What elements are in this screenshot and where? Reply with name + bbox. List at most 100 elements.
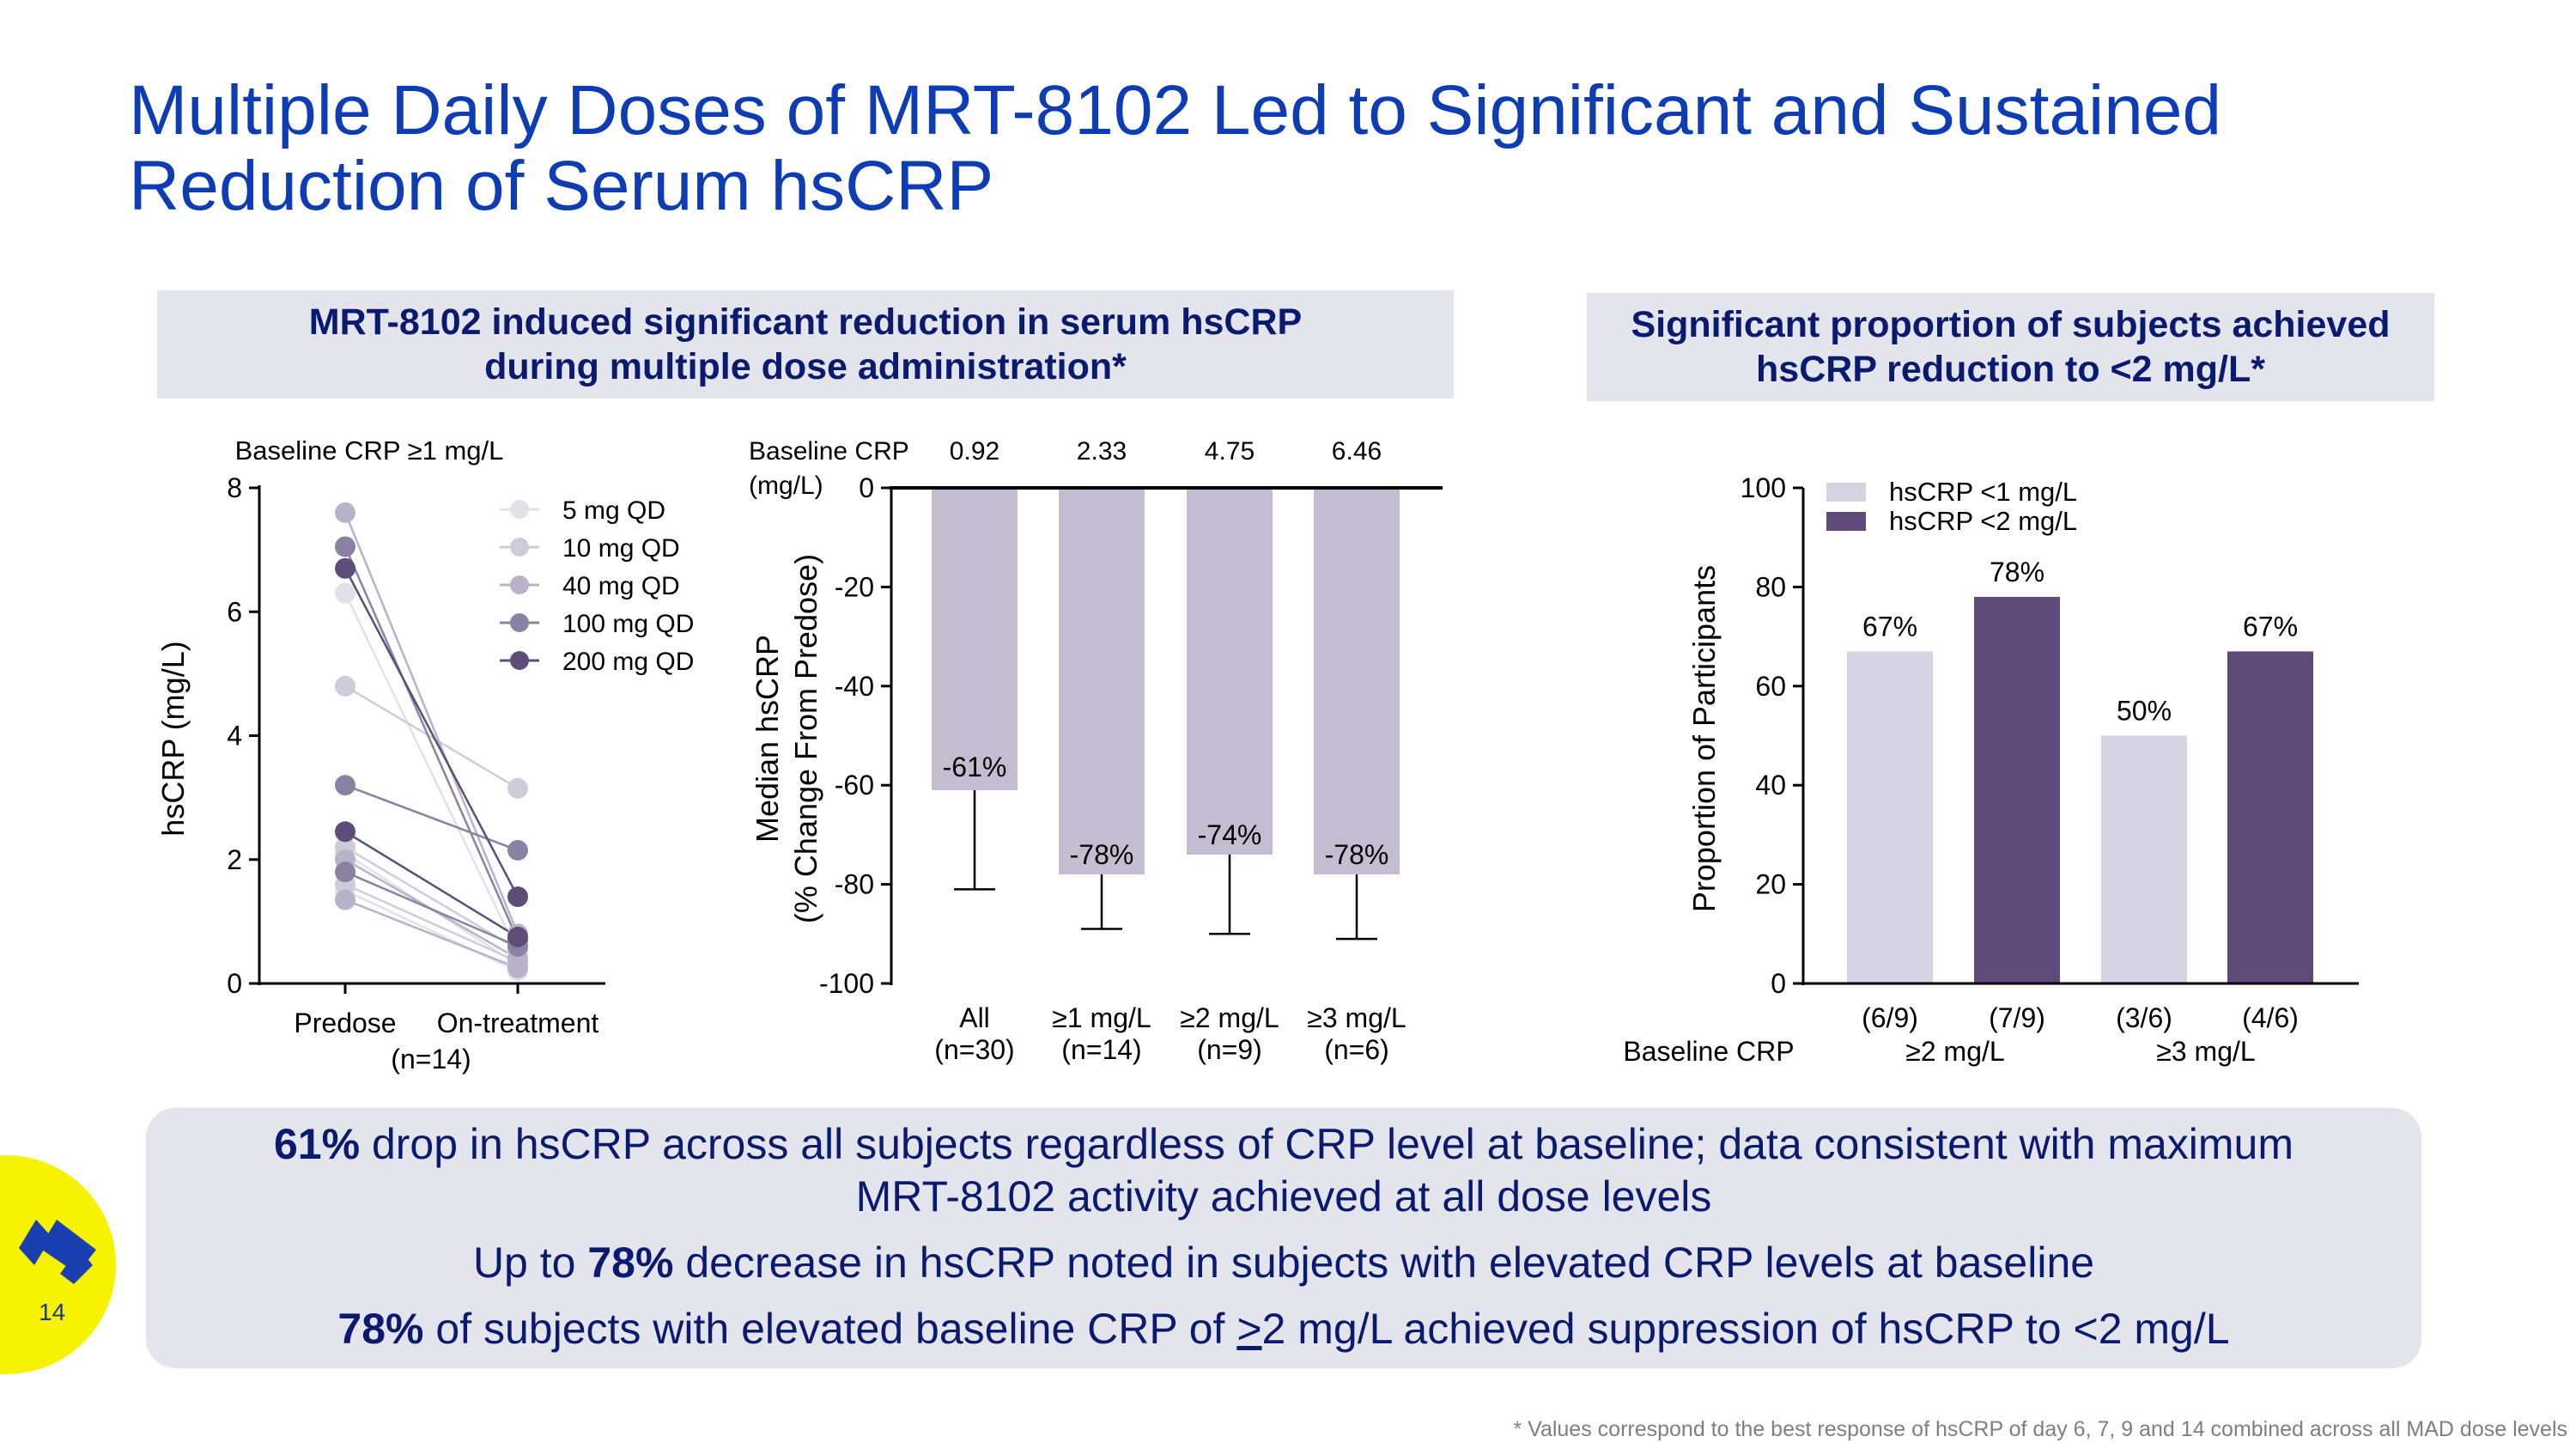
chart1-legend-marker	[510, 575, 529, 594]
chart1-point-predose	[335, 775, 355, 796]
right-header-line2: hsCRP reduction to <2 mg/L*	[1756, 349, 2265, 390]
chart1-pair-line	[344, 871, 519, 947]
logo-mark-shape	[60, 1248, 93, 1284]
chart1-y-tick-label: 4	[227, 721, 242, 752]
chart2-category-n: (n=9)	[1197, 1034, 1262, 1065]
chart3-legend-swatch	[1826, 483, 1866, 502]
chart2-value-label: -74%	[1198, 819, 1262, 850]
chart2-baseline-label-line1: Baseline CRP	[749, 437, 909, 466]
chart1-points	[335, 502, 528, 982]
chart1-point-predose	[335, 502, 355, 523]
chart1-point-on-treatment	[507, 777, 528, 799]
chart3-value-label: 50%	[2117, 696, 2172, 727]
summary-line4-text: 2 mg/L achieved suppression of hsCRP to …	[1261, 1305, 2230, 1353]
chart2-category-label: ≥2 mg/L	[1180, 1002, 1279, 1033]
chart1-legend-marker	[510, 651, 529, 670]
chart1-legend-marker	[510, 613, 529, 632]
chart1-point-on-treatment	[507, 839, 528, 861]
charts-canvas: Baseline CRP ≥1 mg/L hsCRP (mg/L) 02468 …	[155, 435, 2359, 1075]
chart2-y-axis-label-line2: (% Change From Predose)	[788, 554, 823, 923]
logo-badge	[0, 1155, 116, 1374]
chart1-pair-line	[343, 546, 519, 941]
chart1-legend-label: 200 mg QD	[562, 648, 694, 676]
chart2-bar	[1059, 488, 1145, 875]
chart2-category-n: (n=30)	[934, 1034, 1014, 1065]
chart3-y-tick-label: 100	[1741, 472, 1786, 503]
chart2-value-label: -78%	[1325, 839, 1389, 870]
logo-mark-shape	[19, 1220, 52, 1265]
chart3-y-tick-label: 60	[1755, 671, 1786, 702]
chart1-point-predose	[335, 889, 355, 910]
right-section-header: Significant proportion of subjects achie…	[1587, 293, 2434, 401]
chart3-bars: 67% (6/9) 78% (7/9) 50% (3/6) 67% (4/6)	[1847, 557, 2313, 1033]
chart3-count-label: (6/9)	[1862, 1002, 1918, 1033]
chart1-point-on-treatment	[507, 957, 528, 978]
chart1-y-tick-label: 8	[227, 472, 242, 503]
chart1-pair-line	[344, 883, 519, 963]
chart2-bars: -61% 0.92 All(n=30) -78% 2.33 ≥1 mg/L(n=14) -7…	[932, 437, 1406, 1065]
page-number: 14	[39, 1299, 66, 1325]
chart3-y-ticks: 0 20 40 60 80 100	[1741, 472, 1803, 999]
summary-line4-bold: 78%	[337, 1305, 424, 1353]
chart2-category-n: (n=6)	[1324, 1034, 1389, 1065]
chart3-legend-swatch	[1826, 512, 1866, 531]
left-header-line2: during multiple dose administration*	[484, 346, 1127, 387]
chart1-pair-line	[344, 685, 519, 789]
chart3-count-label: (3/6)	[2116, 1002, 2172, 1033]
company-logo-icon	[19, 1220, 96, 1284]
chart2-baseline-label-line2: (mg/L)	[749, 472, 823, 500]
chart2-baseline-value: 0.92	[950, 437, 999, 466]
chart1-pair-line	[344, 889, 519, 972]
summary-line4-pre: of subjects with elevated baseline CRP o…	[423, 1305, 1237, 1353]
chart2-bar	[1314, 488, 1400, 875]
chart3-y-tick-label: 0	[1771, 968, 1786, 999]
chart3-legend-label: hsCRP <1 mg/L	[1889, 477, 2077, 507]
chart3-y-tick-label: 80	[1755, 571, 1786, 602]
chart3-value-label: 67%	[2243, 611, 2298, 642]
chart1-point-predose	[335, 861, 355, 883]
percent-change-bar-chart: Baseline CRP (mg/L) Median hsCRP (% Chan…	[749, 437, 1443, 1065]
summary-line3-text: decrease in hsCRP noted in subjects with…	[673, 1239, 2095, 1287]
chart2-y-axis-label-line1: Median hsCRP	[750, 635, 785, 843]
summary-line1: 61% drop in hsCRP across all subjects re…	[146, 1118, 2421, 1171]
chart1-pair-line	[343, 512, 519, 935]
chart3-value-label: 67%	[1862, 611, 1917, 642]
chart2-y-ticks: 0 -20 -40 -60 -80 -100	[819, 472, 891, 999]
chart1-y-tick-label: 2	[227, 844, 242, 875]
chart1-legend-marker	[510, 500, 529, 519]
chart2-y-tick-label: -20	[835, 571, 874, 602]
chart1-point-predose	[335, 821, 355, 843]
chart3-bar	[1974, 596, 2060, 983]
chart3-bar	[2227, 651, 2313, 983]
chart1-y-axis-label: hsCRP (mg/L)	[155, 641, 191, 836]
chart3-bar	[1847, 651, 1933, 983]
right-header-line1: Significant proportion of subjects achie…	[1631, 304, 2391, 345]
chart1-point-on-treatment	[507, 926, 528, 947]
chart1-legend-label: 40 mg QD	[562, 572, 680, 600]
chart2-y-tick-label: -40	[835, 671, 874, 702]
proportion-bar-chart: Proportion of Participants 020406080100 …	[1623, 472, 2359, 1067]
chart3-legend-label: hsCRP <2 mg/L	[1889, 506, 2077, 536]
chart2-y-tick-label: 0	[859, 472, 874, 503]
chart2-category-label: All	[959, 1002, 990, 1033]
chart3-count-label: (4/6)	[2242, 1002, 2299, 1033]
chart1-point-on-treatment	[507, 886, 528, 908]
chart2-baseline-value: 2.33	[1077, 437, 1127, 466]
chart1-legend-marker	[510, 538, 529, 557]
chart1-point-predose	[335, 582, 355, 604]
chart1-point-predose	[335, 536, 355, 557]
chart2-category-n: (n=14)	[1061, 1034, 1141, 1065]
footnote: * Values correspond to the best response…	[1513, 1417, 2567, 1441]
chart1-legend-label: 5 mg QD	[562, 496, 665, 525]
summary-line1-bold: 61%	[273, 1120, 361, 1168]
chart1-legend-label: 100 mg QD	[562, 610, 694, 638]
chart3-group-label-3: ≥3 mg/L	[2156, 1036, 2255, 1067]
summary-line4-underlined: >	[1236, 1305, 1262, 1353]
chart1-point-predose	[335, 557, 355, 579]
chart1-x-label-on-treatment: On-treatment	[437, 1008, 599, 1038]
summary-line2: MRT-8102 activity achieved at all dose l…	[855, 1172, 1712, 1221]
chart1-pair-line	[344, 898, 519, 970]
chart2-baseline-value: 6.46	[1332, 437, 1382, 466]
chart1-point-predose	[335, 675, 355, 697]
chart1-pair-line	[343, 593, 519, 953]
